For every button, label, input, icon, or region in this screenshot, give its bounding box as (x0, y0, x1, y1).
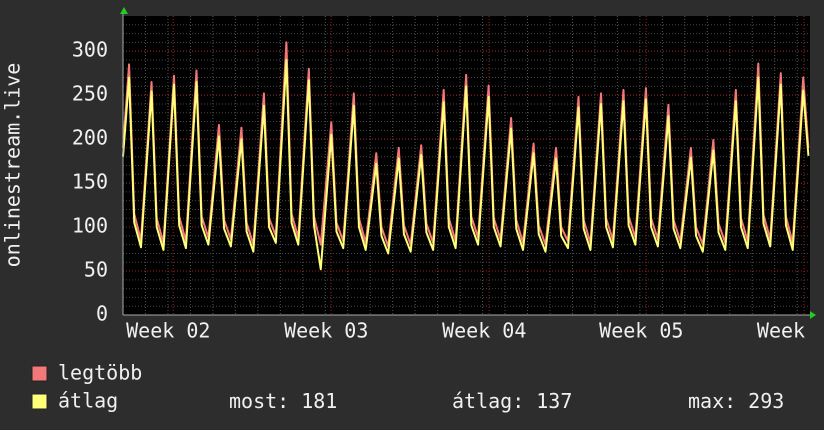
legend-swatch (31, 393, 48, 410)
stat-label: max: (688, 389, 736, 413)
ticks: 0 50 100 150 200 250 300 Week 02 Week 03 Week 04 W… (72, 38, 805, 343)
y-tick-label: 200 (72, 126, 108, 150)
y-arrow (120, 7, 128, 14)
x-tick-label: Week (757, 319, 805, 343)
x-tick-label: Week 05 (599, 319, 683, 343)
legend-swatch (31, 365, 48, 382)
y-tick-label: 0 (96, 302, 108, 326)
stat-label: most: (229, 389, 289, 413)
stat-value: 137 (536, 389, 572, 413)
x-tick-label: Week 03 (284, 319, 368, 343)
legend-label: legtöbb (58, 361, 142, 385)
y-tick-label: 50 (84, 258, 108, 282)
legend-stat: átlag: 137 (452, 389, 572, 413)
stat-value: 293 (748, 389, 784, 413)
stat-label: átlag: (452, 389, 524, 413)
legend-label: átlag (58, 389, 118, 413)
plot-area (123, 16, 810, 315)
legend: legtöbb átlag most: 181 átlag: 137 max: 293 (31, 361, 784, 413)
stat-value: 181 (301, 389, 337, 413)
y-axis-label: onlinestream.live (1, 63, 25, 268)
legend-stat: max: 293 (688, 389, 784, 413)
series-line (122, 58, 810, 271)
x-arrow (810, 311, 816, 319)
legend-stat: most: 181 (229, 389, 337, 413)
y-tick-label: 250 (72, 82, 108, 106)
y-tick-label: 300 (72, 38, 108, 62)
grid (122, 16, 810, 316)
x-tick-label: Week 04 (442, 319, 526, 343)
x-tick-label: Week 02 (126, 319, 210, 343)
y-tick-label: 150 (72, 170, 108, 194)
y-tick-label: 100 (72, 214, 108, 238)
lines (122, 41, 810, 271)
